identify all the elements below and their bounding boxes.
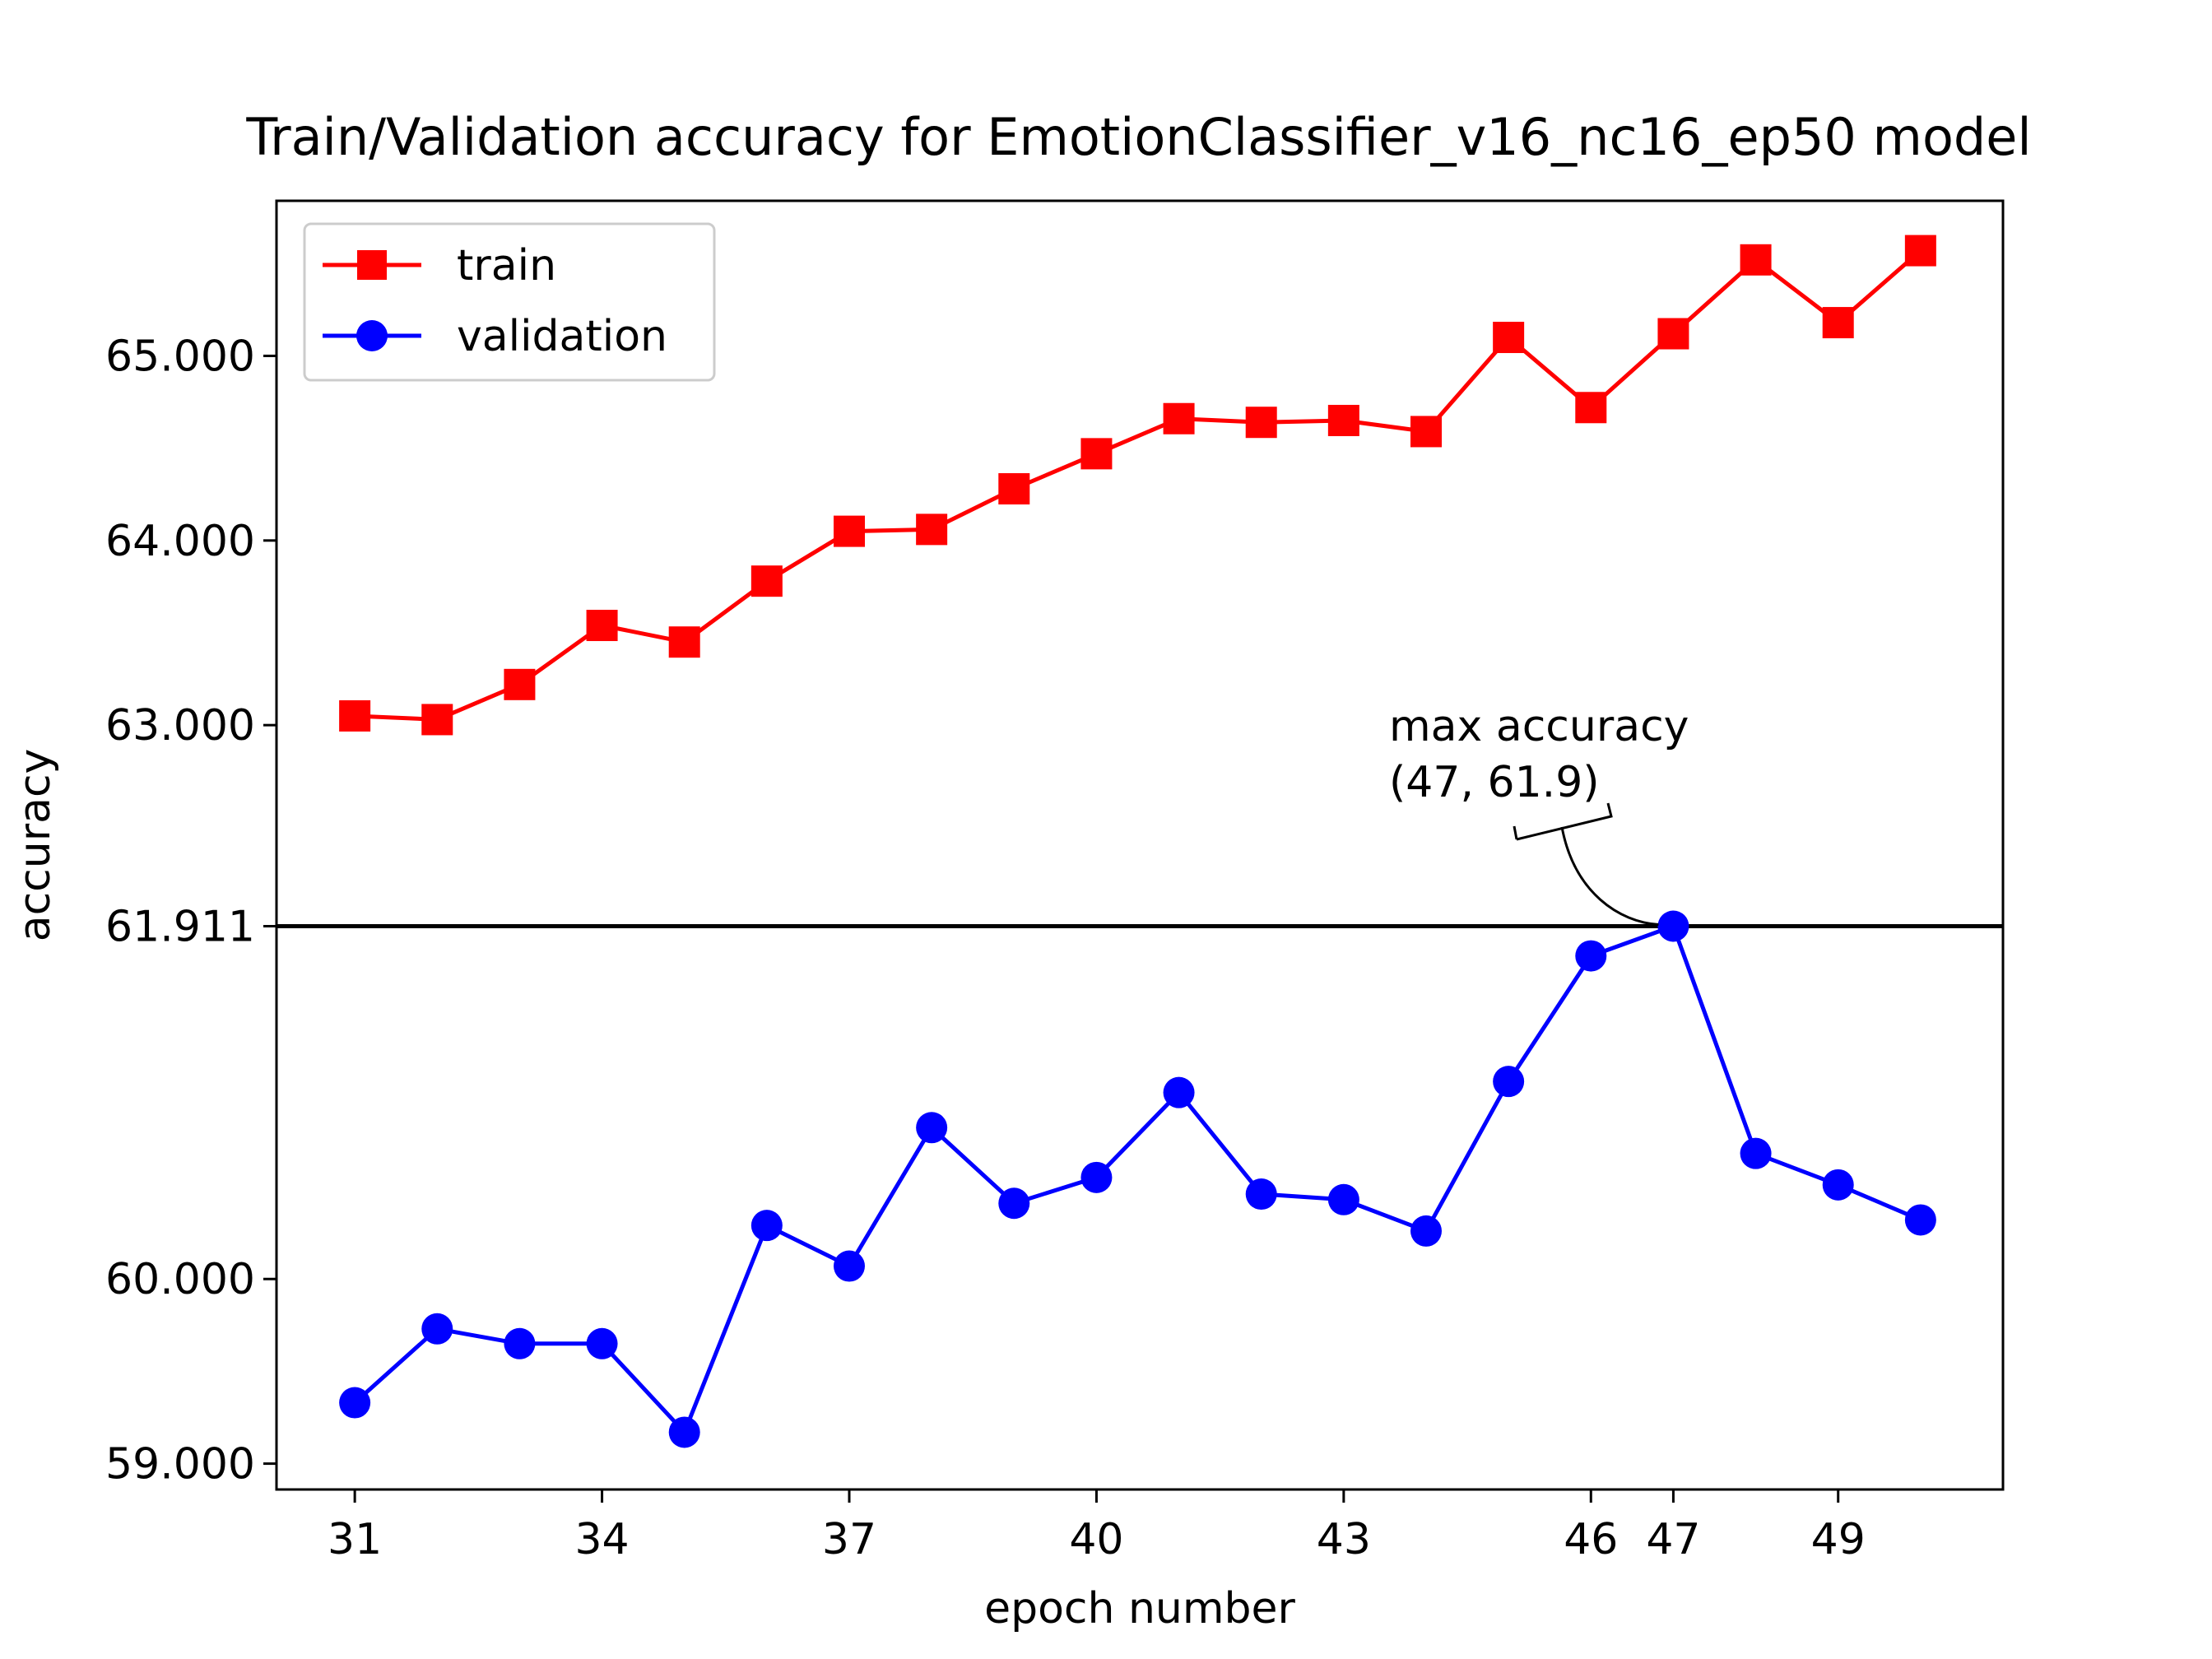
train-point [339, 699, 371, 732]
train-point [1740, 244, 1772, 276]
validation-point [750, 1210, 783, 1242]
validation-point [339, 1387, 371, 1419]
validation-point [421, 1313, 453, 1345]
annotation-line-1: max accuracy [1389, 702, 1689, 751]
validation-point [998, 1187, 1030, 1220]
x-tick-label: 40 [1069, 1515, 1123, 1564]
x-tick-label: 31 [328, 1515, 382, 1564]
validation-point [1410, 1215, 1442, 1247]
validation-point [1245, 1178, 1277, 1211]
y-tick-label: 64.000 [105, 517, 255, 566]
train-point [750, 565, 783, 597]
train-point [916, 514, 948, 546]
train-point [1410, 416, 1442, 448]
x-tick-label: 34 [574, 1515, 629, 1564]
legend-train-label: train [457, 241, 556, 290]
x-axis-ticks: 31 34 37 40 43 46 47 49 [328, 1489, 1866, 1564]
y-tick-label: 63.000 [105, 701, 255, 750]
train-point [586, 610, 618, 642]
validation-point [1904, 1204, 1936, 1236]
chart-title: Train/Validation accuracy for EmotionCla… [245, 107, 2031, 167]
validation-point [586, 1327, 618, 1359]
validation-point [1080, 1161, 1113, 1193]
train-point [1327, 404, 1359, 436]
legend-validation-label: validation [457, 312, 667, 361]
validation-point [1575, 940, 1607, 972]
train-point [998, 472, 1030, 504]
train-point [1080, 438, 1113, 470]
train-point [1575, 392, 1607, 424]
x-tick-label: 43 [1317, 1515, 1371, 1564]
train-point [421, 704, 453, 736]
validation-point [1327, 1183, 1359, 1215]
train-point [1163, 402, 1195, 434]
train-point [668, 626, 700, 658]
train-point [1822, 307, 1854, 339]
validation-point [1493, 1066, 1525, 1098]
train-point [833, 515, 865, 547]
train-point [1245, 407, 1277, 439]
validation-point [916, 1112, 948, 1144]
x-axis-label: epoch number [984, 1584, 1295, 1633]
x-tick-label: 46 [1564, 1515, 1618, 1564]
y-tick-label: 59.000 [105, 1440, 255, 1489]
validation-point [1163, 1076, 1195, 1108]
plot-frame [275, 199, 2005, 1491]
annotation-line-2: (47, 61.9) [1389, 758, 1600, 807]
legend: train validation [303, 222, 716, 382]
legend-train-marker [357, 250, 387, 280]
train-point [1904, 235, 1936, 267]
y-axis-label: accuracy [11, 749, 60, 942]
train-point [504, 668, 536, 700]
validation-point [1822, 1169, 1854, 1201]
validation-point [833, 1250, 865, 1282]
x-tick-label: 47 [1646, 1515, 1700, 1564]
annotation-bracket [1513, 802, 1613, 841]
legend-validation-marker [356, 320, 388, 351]
train-point [1657, 318, 1689, 350]
annotation-arrow [1560, 826, 1659, 926]
validation-point [1740, 1137, 1772, 1169]
train-point [1493, 322, 1525, 354]
y-tick-label: 60.000 [105, 1255, 255, 1304]
annotation-max-accuracy: max accuracy (47, 61.9) [1389, 702, 1689, 926]
plot-content [276, 235, 2003, 1448]
x-tick-label: 49 [1811, 1515, 1866, 1564]
validation-point [668, 1416, 700, 1448]
y-tick-label: 65.000 [105, 332, 255, 381]
validation-point [504, 1327, 536, 1359]
x-tick-label: 37 [822, 1515, 876, 1564]
validation-point [1657, 910, 1689, 942]
y-axis-ticks: 59.000 60.000 61.911 63.000 64.000 65.000 [105, 332, 276, 1489]
y-tick-label: 61.911 [105, 902, 255, 951]
